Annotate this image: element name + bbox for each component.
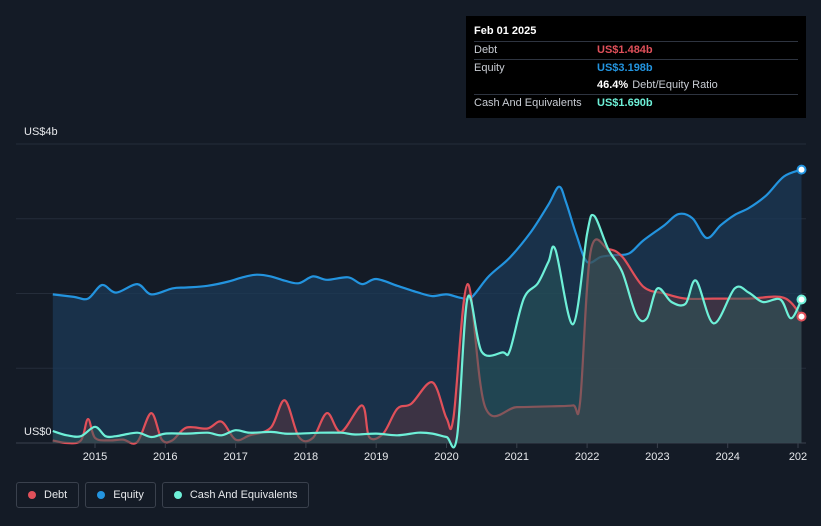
chart-end-markers (796, 164, 807, 322)
debt-end-marker (796, 311, 807, 322)
x-tick-label: 2018 (294, 451, 318, 463)
chart-ticks: 2015 2016 2017 2018 2019 2020 2021 2022 2023 2024… (24, 126, 807, 463)
tooltip-ratio-value: 46.4% (597, 79, 629, 91)
x-tick-label: 2020 (434, 451, 458, 463)
legend-debt-label: Debt (44, 489, 68, 501)
x-tick-label: 2015 (83, 451, 107, 463)
x-tick-label: 2024 (715, 451, 739, 463)
legend-debt-dot (28, 491, 36, 499)
tooltip-ratio-label: Debt/Equity Ratio (632, 79, 718, 91)
tooltip-equity-label: Equity (474, 62, 505, 74)
equity-line (52, 168, 802, 301)
cash-line (52, 213, 803, 449)
data-tooltip: Feb 01 2025 Debt US$1.484b Equity US$3.1… (466, 16, 806, 118)
tooltip-debt-row: Debt US$1.484b (474, 41, 798, 59)
x-tick-label: 2021 (505, 451, 529, 463)
chart-series (52, 168, 803, 449)
x-tick-label: 2017 (223, 451, 247, 463)
legend-cash-toggle[interactable]: Cash And Equivalents (161, 482, 310, 508)
x-tick-label: 2016 (153, 451, 177, 463)
x-tick-label: 2023 (645, 451, 669, 463)
tooltip-debt-value: US$1.484b (597, 44, 653, 56)
legend-cash-label: Cash And Equivalents (189, 489, 298, 501)
cash-area (52, 214, 802, 448)
cash-end-marker (796, 294, 807, 305)
tooltip-date: Feb 01 2025 (474, 25, 537, 37)
tooltip-equity-row: Equity US$3.198b (474, 59, 798, 77)
tooltip-ratio-row: 46.4% Debt/Equity Ratio (474, 77, 798, 94)
y-tick-label: US$4b (24, 126, 58, 138)
x-tick-label: 202 (789, 451, 807, 463)
legend-equity-label: Equity (113, 489, 144, 501)
legend-equity-toggle[interactable]: Equity (85, 482, 156, 508)
tooltip-cash-value: US$1.690b (597, 97, 653, 109)
x-tick-label: 2022 (575, 451, 599, 463)
legend-cash-dot (173, 491, 182, 499)
x-tick-label: 2019 (364, 451, 388, 463)
tooltip-equity-value: US$3.198b (597, 62, 653, 74)
legend-debt-toggle[interactable]: Debt (16, 482, 80, 508)
equity-end-marker (796, 164, 807, 175)
legend-equity-dot (97, 491, 106, 499)
tooltip-cash-row: Cash And Equivalents US$1.690b (474, 94, 798, 112)
tooltip-debt-label: Debt (474, 44, 498, 56)
chart-legend: Debt Equity Cash And Equivalents (16, 482, 310, 508)
y-tick-label: US$0 (24, 426, 52, 438)
tooltip-cash-label: Cash And Equivalents (474, 97, 582, 109)
